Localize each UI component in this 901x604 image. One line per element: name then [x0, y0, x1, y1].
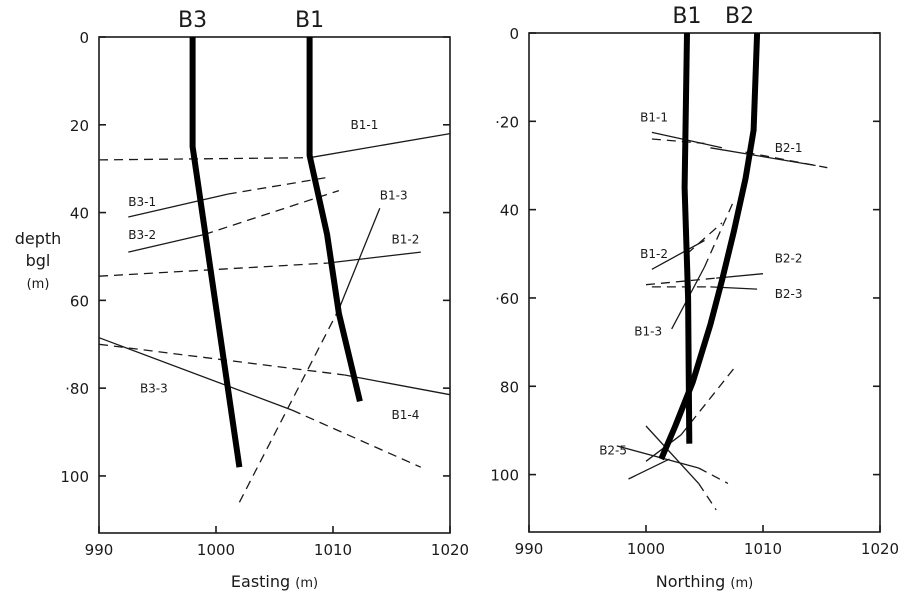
- fracture-label: B1-3: [380, 188, 408, 202]
- x-tick-label: 1020: [431, 541, 469, 559]
- fracture-b3-1-dashed: [227, 176, 328, 195]
- x-tick-label: 1000: [197, 541, 235, 559]
- y-tick-label: ·20: [495, 113, 519, 131]
- fracture-b2-5d-solid: [628, 458, 670, 480]
- fracture-b3-1-solid: [128, 193, 228, 218]
- x-tick-label: 1000: [627, 540, 665, 558]
- y-tick-label: ·80: [65, 380, 89, 398]
- y-tick-label: 100: [60, 468, 89, 486]
- fracture-b3-2-solid: [128, 233, 205, 253]
- x-axis-label-unit: (m): [295, 576, 318, 591]
- y-axis-label-line: (m): [27, 277, 50, 292]
- y-tick-label: 60: [70, 292, 89, 310]
- fracture-b2-5b-solid: [645, 425, 700, 484]
- y-axis-label-line: bgl: [26, 251, 51, 270]
- fracture-label: B1-2: [640, 247, 668, 261]
- fracture-b1-1-dashed: [651, 138, 705, 145]
- fracture-b1-2-solid: [651, 239, 705, 270]
- fracture-label: B1-4: [392, 408, 420, 422]
- x-axis-label-main: Easting: [231, 572, 295, 591]
- fracture-b3-3-solid: [98, 337, 293, 411]
- fracture-b1-2-dashed: [98, 262, 328, 277]
- fracture-b2-5c-dashed: [698, 467, 729, 484]
- fracture-b1-3-dashed: [703, 200, 735, 268]
- well-header-b2: B2: [725, 4, 754, 29]
- well-trace-b2: [658, 32, 761, 461]
- fracture-label: B1-1: [351, 118, 379, 132]
- x-axis-label-main: Northing: [656, 572, 731, 591]
- well-header-b3: B3: [178, 8, 207, 33]
- fracture-b1-3-dashed: [238, 308, 340, 503]
- fracture-b2-5c-solid: [616, 445, 699, 469]
- fracture-label: B3-2: [128, 228, 156, 242]
- fracture-b1-4-solid: [344, 374, 451, 396]
- y-axis-label-line: depth: [15, 229, 62, 248]
- y-axis-label: depth bgl (m): [15, 229, 62, 292]
- fracture-b2-2-dashed: [645, 277, 717, 286]
- fracture-label: B2-5: [599, 444, 627, 458]
- fracture-b1-2-dashed: [686, 222, 723, 255]
- plot-frame: [98, 36, 451, 534]
- fracture-label: B1-3: [634, 324, 662, 338]
- y-tick-label: 0: [509, 25, 519, 43]
- x-tick-label: 1010: [314, 541, 352, 559]
- fracture-label: B1-2: [392, 232, 420, 246]
- fracture-label: B3-3: [140, 382, 168, 396]
- y-tick-label: 80: [500, 378, 519, 396]
- x-axis-label: Northing (m): [656, 572, 753, 591]
- easting-panel: 0 20 40 60 ·80 100 990 1000 1010 1020 Easting (m) B…: [60, 8, 469, 591]
- well-header-b1: B1: [295, 8, 324, 33]
- fracture-b3-2-dashed: [204, 189, 340, 236]
- y-tick-label: 20: [70, 117, 89, 135]
- fracture-b1-1-dashed: [98, 157, 310, 161]
- x-tick-label: 1020: [861, 540, 899, 558]
- plot-frame: [528, 32, 881, 533]
- fracture-label: B3-1: [128, 195, 156, 209]
- x-tick-label: 990: [515, 540, 544, 558]
- x-tick-label: 990: [85, 541, 114, 559]
- northing-panel: 0 ·20 40 ·60 80 100 990 1000 1010 1020 Northing (m…: [490, 4, 899, 591]
- fracture-b3-3-dashed: [291, 409, 422, 468]
- x-axis-label: Easting (m): [231, 572, 318, 591]
- y-tick-label: 40: [500, 202, 519, 220]
- x-tick-label: 1010: [744, 540, 782, 558]
- y-tick-label: ·60: [495, 290, 519, 308]
- fracture-label: B2-1: [775, 141, 803, 155]
- fracture-label: B2-2: [775, 252, 803, 266]
- y-tick-label: 100: [490, 467, 519, 485]
- well-trace-b1: [681, 32, 693, 444]
- fracture-b2-5b-dashed: [698, 483, 717, 511]
- fracture-label: B1-1: [640, 110, 668, 124]
- y-tick-label: 40: [70, 205, 89, 223]
- well-header-b1: B1: [672, 4, 701, 29]
- fracture-label: B2-3: [775, 287, 803, 301]
- y-tick-label: 0: [79, 29, 89, 47]
- x-axis-label-unit: (m): [730, 576, 753, 591]
- well-trace-b3: [189, 37, 243, 468]
- fracture-b1-3-solid: [338, 207, 381, 310]
- well-trace-b1: [306, 37, 363, 402]
- fracture-b1-1-solid: [309, 132, 451, 159]
- fracture-b1-2-solid: [327, 251, 421, 264]
